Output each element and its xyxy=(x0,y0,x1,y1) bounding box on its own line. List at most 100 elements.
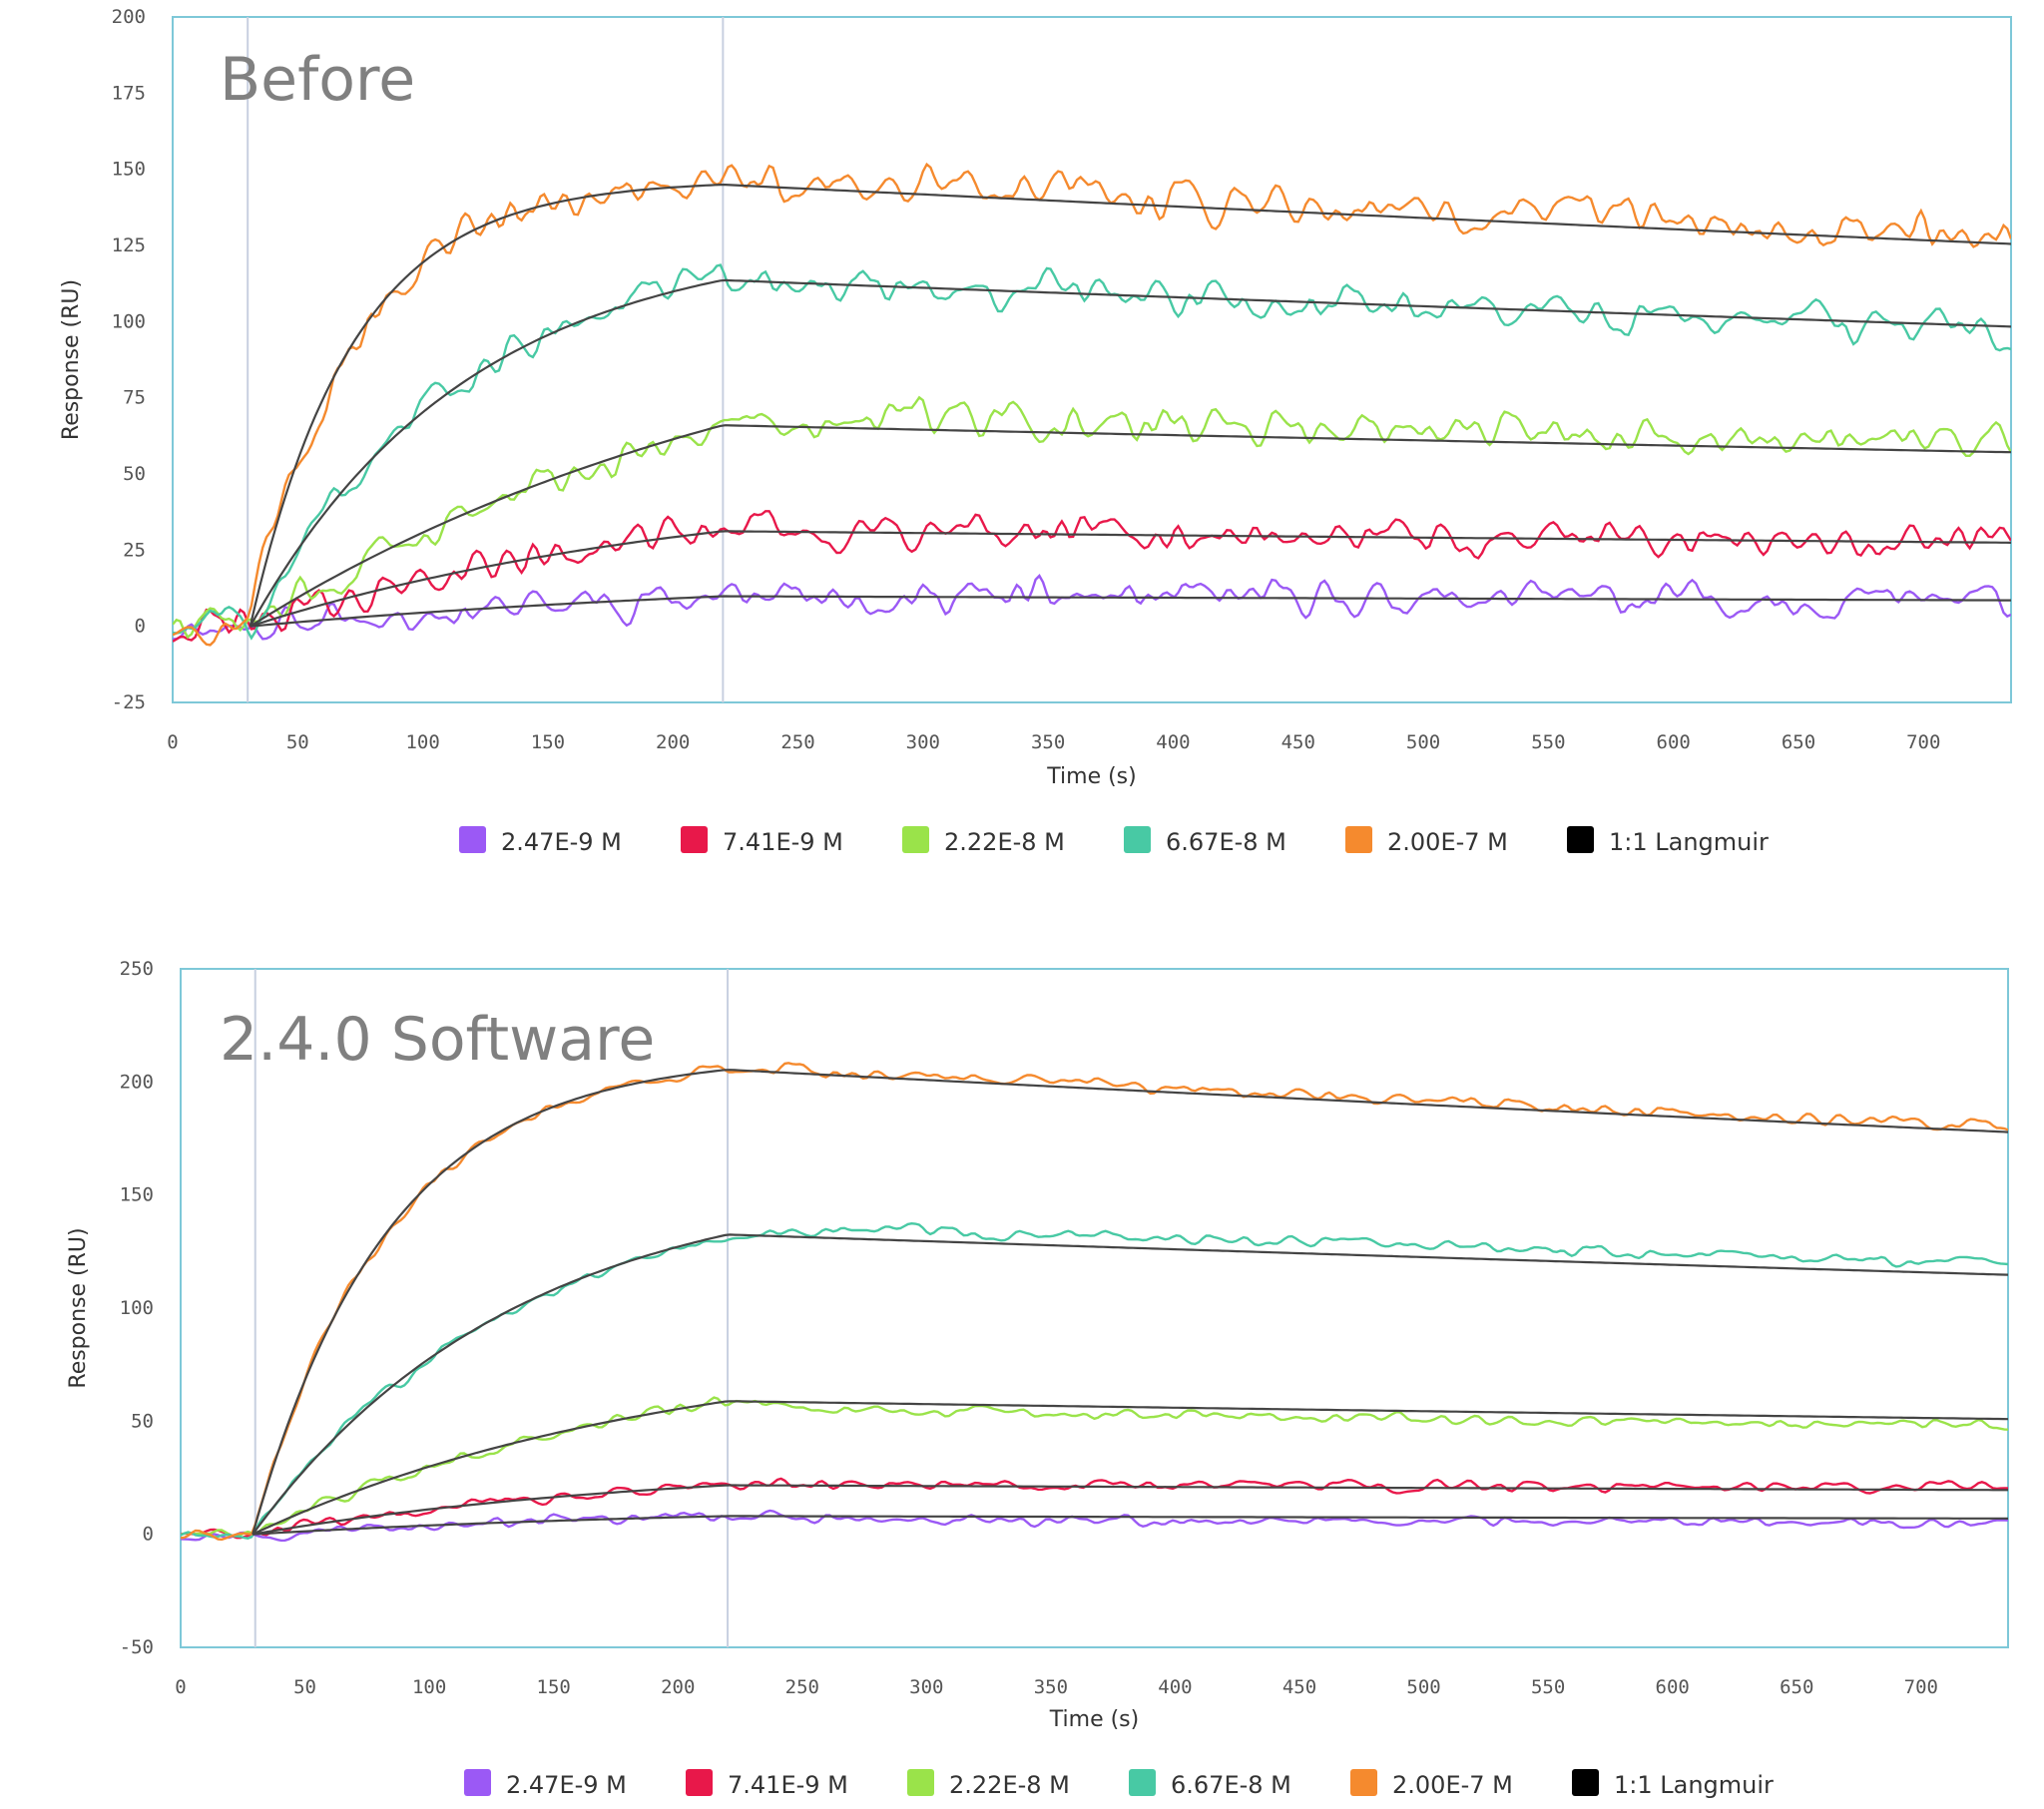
fit-line-5 xyxy=(249,184,2011,627)
x-tick-label: 700 xyxy=(1906,731,1940,753)
x-tick-label: 550 xyxy=(1531,731,1565,753)
legend: 2.47E-9 M 7.41E-9 M 2.22E-8 M 6.67E-8 M 2.00… xyxy=(464,1769,1774,1799)
legend-swatch xyxy=(686,1769,713,1796)
x-tick-label: 600 xyxy=(1657,731,1691,753)
legend-swatch xyxy=(1345,826,1372,853)
x-tick-label: 200 xyxy=(656,731,690,753)
legend-item[interactable]: 6.67E-8 M xyxy=(1124,826,1286,856)
legend-label: 2.47E-9 M xyxy=(501,828,622,856)
x-tick-label: 350 xyxy=(1031,731,1065,753)
legend-label: 2.00E-7 M xyxy=(1392,1771,1513,1799)
series-line-1 xyxy=(173,574,2011,641)
legend-label: 7.41E-9 M xyxy=(723,828,843,856)
fit-line-1 xyxy=(253,1515,2008,1536)
y-tick-label: 175 xyxy=(112,82,146,104)
fit-line-4 xyxy=(249,278,2011,628)
y-tick-label: 25 xyxy=(123,539,146,561)
y-tick-label: 0 xyxy=(143,1524,154,1546)
y-tick-label: 100 xyxy=(120,1297,154,1319)
x-tick-label: 650 xyxy=(1782,731,1815,753)
legend-item[interactable]: 7.41E-9 M xyxy=(686,1769,848,1799)
x-axis-title: Time (s) xyxy=(1049,1707,1139,1732)
y-tick-label: 50 xyxy=(131,1410,154,1432)
x-tick-label: 0 xyxy=(167,731,178,753)
y-tick-label: 200 xyxy=(120,1071,154,1093)
legend-swatch xyxy=(459,826,486,853)
chart-panel-1: -25 0 25 50 75 100 125 150 175 200 0 50 100 150 200 250… xyxy=(59,6,2012,856)
legend-label: 7.41E-9 M xyxy=(728,1771,848,1799)
legend-swatch xyxy=(1567,826,1594,853)
x-tick-label: 700 xyxy=(1904,1676,1938,1698)
series-line-2 xyxy=(173,510,2011,643)
x-tick-label: 600 xyxy=(1656,1676,1690,1698)
y-tick-label: 100 xyxy=(112,310,146,332)
x-tick-label: 100 xyxy=(412,1676,446,1698)
plot-frame xyxy=(172,16,2012,703)
legend-item[interactable]: 2.22E-8 M xyxy=(902,826,1065,856)
legend-swatch xyxy=(1124,826,1151,853)
fit-line-3 xyxy=(250,424,2011,628)
x-tick-label: 400 xyxy=(1156,731,1190,753)
fit-line-1 xyxy=(250,595,2011,628)
legend-label: 2.22E-8 M xyxy=(944,828,1065,856)
x-axis-title: Time (s) xyxy=(1046,764,1136,789)
series-line-4 xyxy=(173,263,2011,641)
legend-swatch xyxy=(1572,1769,1599,1796)
y-tick-label: -25 xyxy=(112,691,146,713)
panel-title: Before xyxy=(220,45,415,115)
y-tick-label: 50 xyxy=(123,463,146,485)
x-tick-label: 400 xyxy=(1158,1676,1192,1698)
y-tick-label: 250 xyxy=(120,958,154,980)
x-tick-label: 0 xyxy=(175,1676,186,1698)
legend-item[interactable]: 2.22E-8 M xyxy=(907,1769,1070,1799)
x-tick-label: 300 xyxy=(909,1676,943,1698)
legend-swatch xyxy=(464,1769,491,1796)
legend-item[interactable]: 2.00E-7 M xyxy=(1345,826,1508,856)
chart-panel-2: -50 0 50 100 150 200 250 0 50 100 150 200 250 300 350 4… xyxy=(66,958,2009,1799)
legend-label: 6.67E-8 M xyxy=(1171,1771,1291,1799)
series-line-5 xyxy=(173,162,2011,647)
x-tick-label: 450 xyxy=(1281,731,1315,753)
panel-title: 2.4.0 Software xyxy=(220,1005,655,1075)
series-line-5 xyxy=(181,1062,2008,1542)
fit-line-3 xyxy=(252,1400,2008,1536)
legend-item[interactable]: 2.00E-7 M xyxy=(1350,1769,1513,1799)
legend-item[interactable]: 6.67E-8 M xyxy=(1129,1769,1291,1799)
y-tick-label: 200 xyxy=(112,6,146,28)
y-tick-label: 150 xyxy=(112,159,146,181)
x-tick-label: 550 xyxy=(1531,1676,1565,1698)
x-tick-label: 500 xyxy=(1406,731,1440,753)
y-tick-label: -50 xyxy=(120,1636,154,1658)
fit-line-4 xyxy=(252,1233,2008,1536)
legend-label: 1:1 Langmuir xyxy=(1609,828,1769,856)
legend-item[interactable]: 7.41E-9 M xyxy=(681,826,843,856)
series-line-3 xyxy=(173,395,2011,640)
legend-label: 2.47E-9 M xyxy=(506,1771,627,1799)
legend-item[interactable]: 1:1 Langmuir xyxy=(1572,1769,1774,1799)
x-tick-label: 150 xyxy=(537,1676,571,1698)
legend-label: 2.22E-8 M xyxy=(949,1771,1070,1799)
legend-label: 6.67E-8 M xyxy=(1166,828,1286,856)
y-axis-title: Response (RU) xyxy=(66,1227,91,1388)
legend-item[interactable]: 2.47E-9 M xyxy=(464,1769,627,1799)
series-line-1 xyxy=(181,1509,2008,1543)
y-tick-label: 125 xyxy=(112,234,146,256)
fit-line-2 xyxy=(253,1484,2008,1536)
legend-item[interactable]: 2.47E-9 M xyxy=(459,826,622,856)
legend-label: 2.00E-7 M xyxy=(1387,828,1508,856)
legend-item[interactable]: 1:1 Langmuir xyxy=(1567,826,1769,856)
x-tick-label: 500 xyxy=(1406,1676,1440,1698)
fit-line-5 xyxy=(252,1069,2008,1536)
legend-swatch xyxy=(902,826,929,853)
x-tick-label: 250 xyxy=(785,1676,819,1698)
series-line-3 xyxy=(181,1396,2008,1538)
legend-label: 1:1 Langmuir xyxy=(1614,1771,1774,1799)
x-tick-label: 650 xyxy=(1780,1676,1813,1698)
plot-frame xyxy=(180,968,2009,1648)
legend: 2.47E-9 M 7.41E-9 M 2.22E-8 M 6.67E-8 M 2.00… xyxy=(459,826,1769,856)
x-tick-label: 50 xyxy=(293,1676,316,1698)
legend-swatch xyxy=(681,826,708,853)
legend-swatch xyxy=(907,1769,934,1796)
x-tick-label: 300 xyxy=(906,731,940,753)
